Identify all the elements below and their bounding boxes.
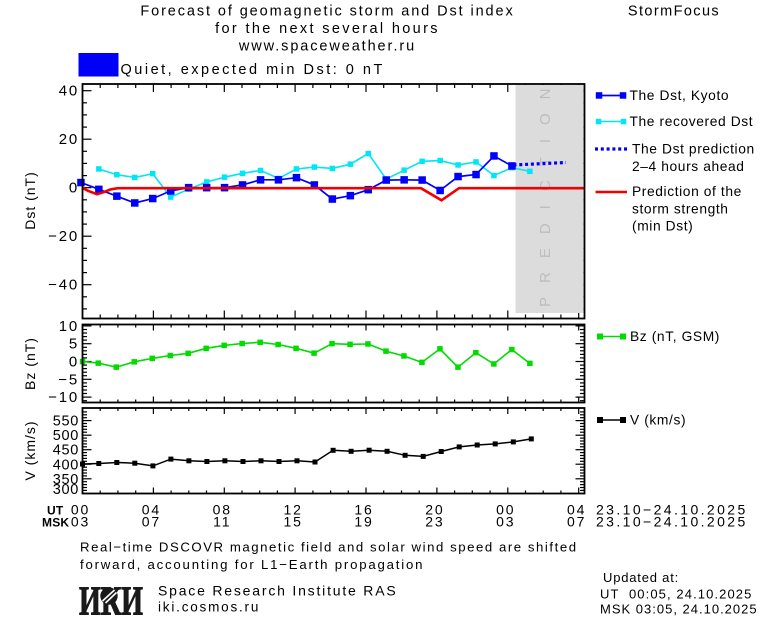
svg-text:Updated at:: Updated at: [603, 570, 679, 585]
svg-text:10: 10 [59, 318, 79, 335]
svg-text:450: 450 [53, 443, 79, 459]
svg-text:The Dst, Kyoto: The Dst, Kyoto [630, 88, 730, 103]
svg-text:Real−time DSCOVR magnetic fiel: Real−time DSCOVR magnetic field and sola… [80, 540, 578, 555]
svg-text:03: 03 [71, 514, 90, 530]
svg-text:350: 350 [53, 472, 79, 488]
svg-text:500: 500 [53, 428, 79, 444]
svg-text:MSK 03:05, 24.10.2025: MSK 03:05, 24.10.2025 [600, 602, 758, 617]
svg-text:07: 07 [142, 514, 161, 530]
svg-text:20: 20 [425, 502, 444, 518]
svg-text:PREDICTION: PREDICTION [537, 74, 554, 307]
svg-text:(min Dst): (min Dst) [632, 219, 693, 234]
svg-text:15: 15 [283, 514, 302, 530]
svg-text:23.10−24.10.2025: 23.10−24.10.2025 [596, 514, 748, 530]
svg-text:19: 19 [354, 514, 373, 530]
svg-text:300: 300 [53, 482, 79, 498]
svg-text:0: 0 [69, 354, 79, 371]
svg-text:04: 04 [142, 502, 161, 518]
svg-text:forward, accounting for L1−Ear: forward, accounting for L1−Earth propaga… [80, 557, 424, 572]
svg-text:00: 00 [71, 502, 90, 518]
svg-text:2–4 hours ahead: 2–4 hours ahead [632, 159, 745, 174]
svg-text:20: 20 [59, 131, 79, 148]
svg-text:23.10−24.10.2025: 23.10−24.10.2025 [596, 502, 748, 518]
svg-text:−40: −40 [48, 277, 79, 294]
svg-text:UT 00:05, 24.10.2025: UT 00:05, 24.10.2025 [600, 587, 752, 602]
svg-text:MSK: MSK [42, 516, 69, 530]
svg-text:−10: −10 [48, 389, 79, 406]
svg-text:12: 12 [283, 502, 302, 518]
svg-text:Bz (nT): Bz (nT) [22, 337, 38, 390]
svg-text:storm strength: storm strength [632, 201, 729, 216]
svg-text:The Dst prediction: The Dst prediction [632, 142, 755, 157]
svg-text:400: 400 [53, 457, 79, 473]
svg-text:04: 04 [567, 502, 586, 518]
svg-text:03: 03 [496, 514, 515, 530]
svg-text:for the next several hours: for the next several hours [215, 21, 440, 37]
svg-text:11: 11 [213, 514, 231, 530]
svg-text:23: 23 [425, 514, 444, 530]
svg-text:UT: UT [47, 504, 64, 518]
svg-text:00: 00 [496, 502, 515, 518]
svg-text:Bz (nT, GSM): Bz (nT, GSM) [630, 329, 720, 344]
svg-text:0: 0 [69, 180, 79, 197]
svg-text:Prediction of the: Prediction of the [632, 184, 742, 199]
svg-text:Forecast of geomagnetic storm: Forecast of geomagnetic storm and Dst in… [140, 4, 514, 20]
svg-text:5: 5 [69, 336, 79, 353]
svg-text:Space Research Institute RAS: Space Research Institute RAS [158, 583, 398, 599]
svg-text:V (km/s): V (km/s) [630, 413, 686, 428]
svg-text:550: 550 [53, 414, 79, 430]
svg-text:40: 40 [59, 83, 79, 100]
svg-text:StormFocus: StormFocus [628, 4, 720, 20]
svg-text:07: 07 [567, 514, 586, 530]
svg-text:The recovered Dst: The recovered Dst [630, 114, 754, 129]
svg-text:16: 16 [354, 502, 373, 518]
svg-text:−5: −5 [58, 371, 79, 388]
svg-text:08: 08 [213, 502, 232, 518]
svg-text:Quiet, expected min Dst: 0 nT: Quiet, expected min Dst: 0 nT [121, 62, 385, 78]
svg-text:www.spaceweather.ru: www.spaceweather.ru [238, 39, 416, 55]
svg-text:Dst (nT): Dst (nT) [22, 171, 38, 230]
svg-text:V (km/s): V (km/s) [22, 420, 38, 480]
svg-text:−20: −20 [48, 228, 79, 245]
svg-text:iki.cosmos.ru: iki.cosmos.ru [158, 600, 260, 615]
